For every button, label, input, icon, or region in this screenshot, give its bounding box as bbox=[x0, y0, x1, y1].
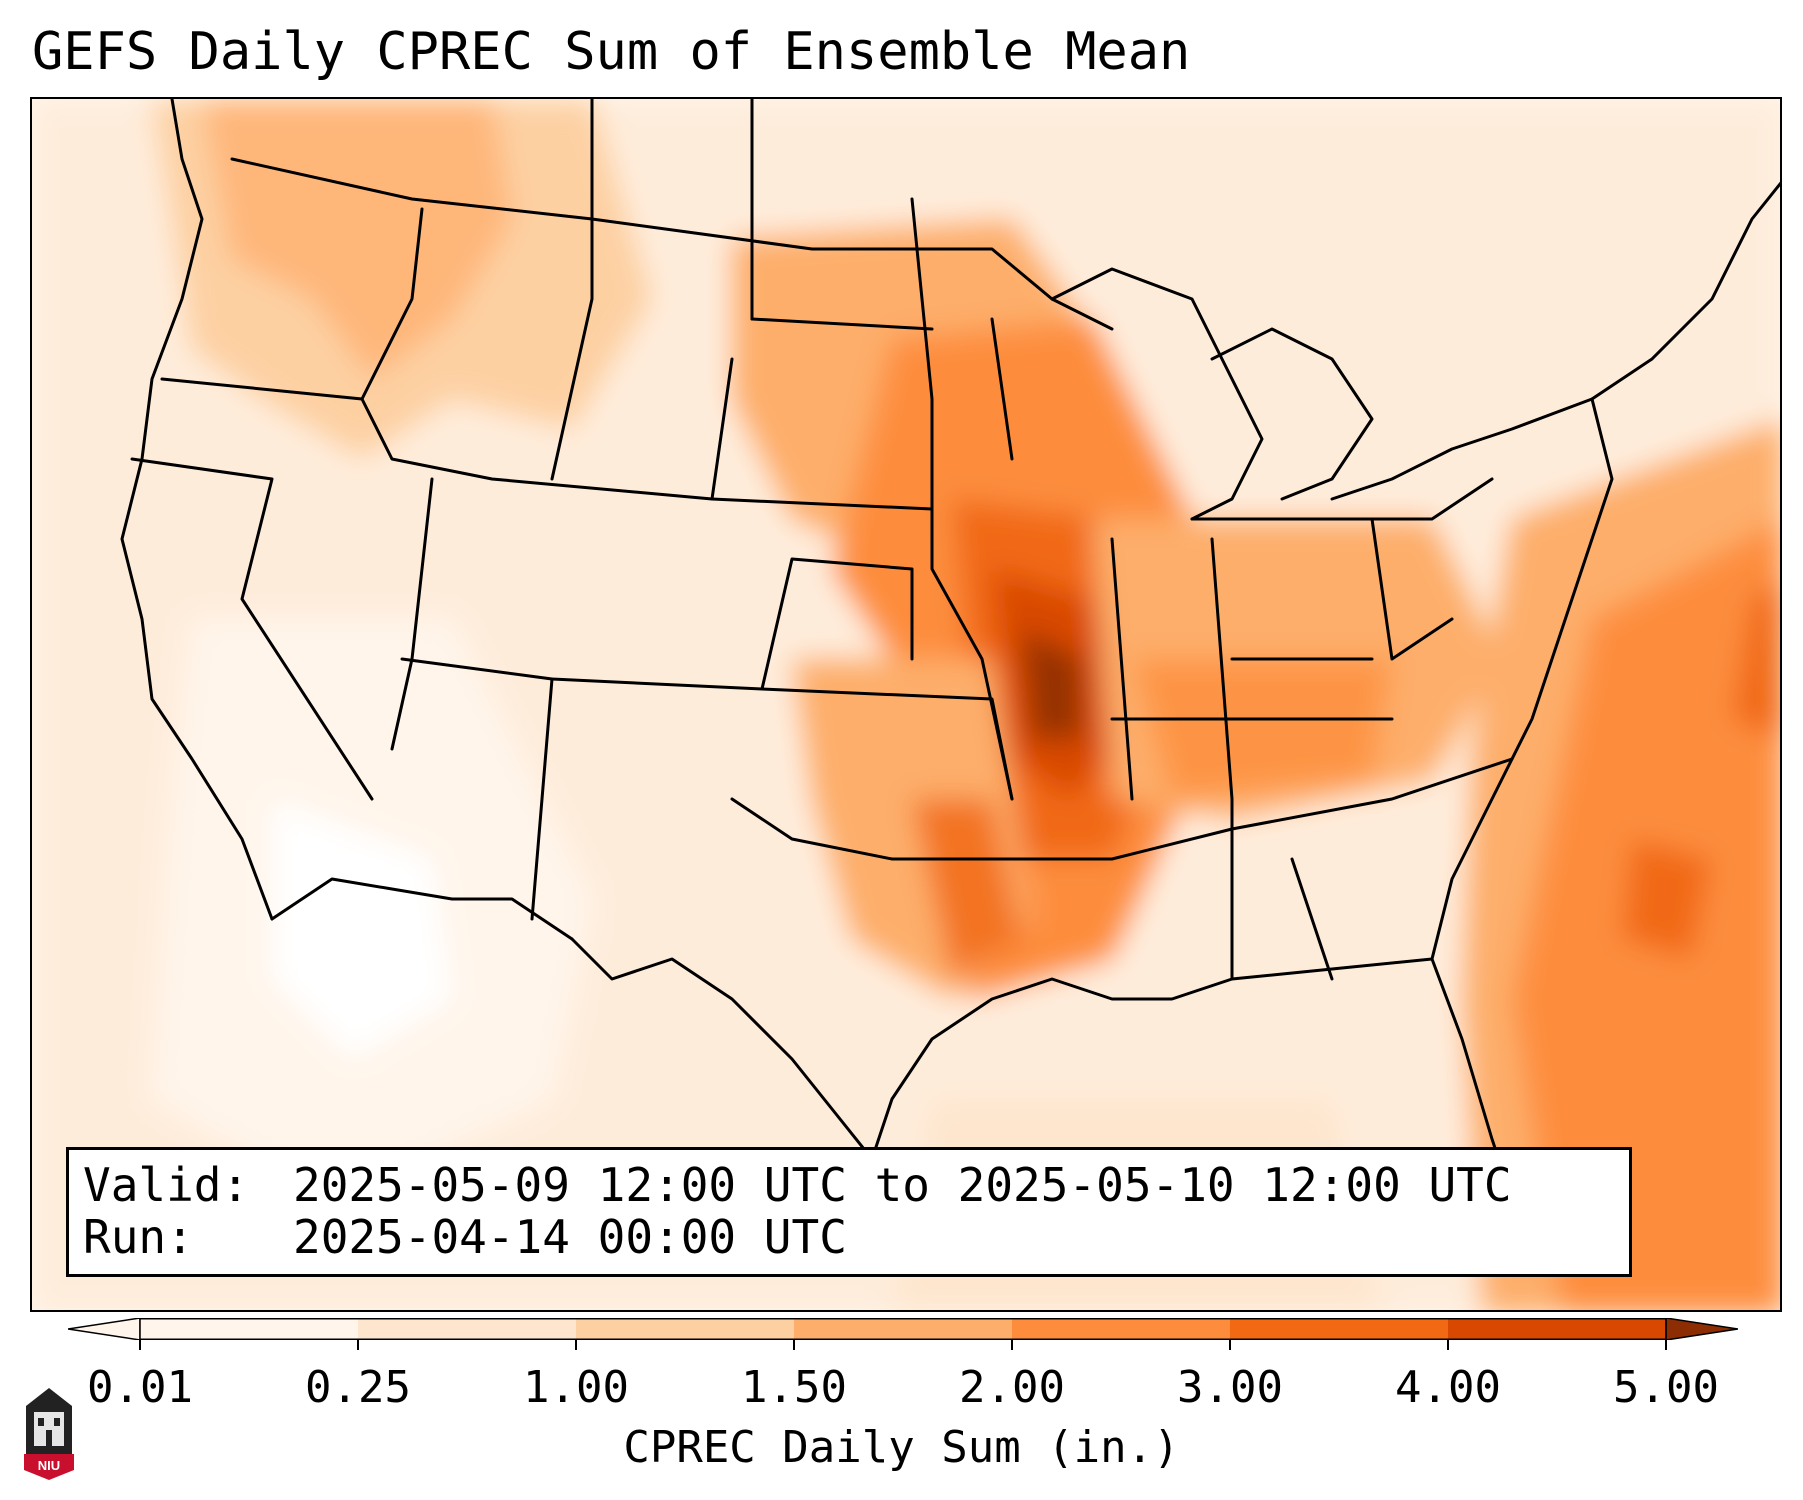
colorbar-tick-label: 5.00 bbox=[1613, 1362, 1719, 1413]
colorbar-segment bbox=[140, 1318, 359, 1340]
run-row: Run: 2025-04-14 00:00 UTC bbox=[83, 1210, 847, 1264]
colorbar-segment bbox=[1012, 1318, 1231, 1340]
valid-value: 2025-05-09 12:00 UTC to 2025-05-10 12:00… bbox=[293, 1158, 1512, 1212]
precipitation-map bbox=[30, 97, 1782, 1312]
colorbar-tick-mark bbox=[1011, 1340, 1013, 1350]
colorbar-extend-low bbox=[68, 1318, 141, 1340]
colorbar-segment bbox=[794, 1318, 1013, 1340]
colorbar-label: CPREC Daily Sum (in.) bbox=[623, 1422, 1180, 1473]
colorbar-segment bbox=[358, 1318, 577, 1340]
colorbar-segment bbox=[1230, 1318, 1449, 1340]
colorbar-border bbox=[139, 1318, 1667, 1340]
colorbar-tick-label: 0.01 bbox=[87, 1362, 193, 1413]
valid-row: Valid: 2025-05-09 12:00 UTC to 2025-05-10… bbox=[83, 1158, 1512, 1212]
run-value: 2025-04-14 00:00 UTC bbox=[293, 1210, 847, 1264]
map-canvas bbox=[32, 99, 1780, 1310]
valid-key: Valid: bbox=[83, 1158, 250, 1212]
colorbar-tick-mark bbox=[357, 1340, 359, 1350]
colorbar-extend-high bbox=[1665, 1318, 1738, 1340]
colorbar bbox=[68, 1318, 1738, 1340]
colorbar-tick-mark bbox=[1665, 1340, 1667, 1350]
colorbar-tick-label: 4.00 bbox=[1395, 1362, 1501, 1413]
precip-field bbox=[32, 99, 1780, 1310]
logo-text: NIU bbox=[38, 1458, 60, 1473]
colorbar-tick-mark bbox=[793, 1340, 795, 1350]
colorbar-tick-label: 0.25 bbox=[305, 1362, 411, 1413]
run-key: Run: bbox=[83, 1210, 194, 1264]
map-title: GEFS Daily CPREC Sum of Ensemble Mean bbox=[32, 22, 1191, 82]
colorbar-tick-label: 1.00 bbox=[523, 1362, 629, 1413]
colorbar-tick-mark bbox=[575, 1340, 577, 1350]
colorbar-tick-label: 2.00 bbox=[959, 1362, 1065, 1413]
colorbar-segment bbox=[1448, 1318, 1667, 1340]
boundaries bbox=[120, 99, 1780, 1201]
colorbar-tick-mark bbox=[1229, 1340, 1231, 1350]
colorbar-tick-label: 1.50 bbox=[741, 1362, 847, 1413]
colorbar-tick-mark bbox=[139, 1340, 141, 1350]
colorbar-tick-mark bbox=[1447, 1340, 1449, 1350]
niu-logo: NIU bbox=[24, 1388, 74, 1480]
info-box: Valid: 2025-05-09 12:00 UTC to 2025-05-10… bbox=[66, 1147, 1632, 1277]
colorbar-segment bbox=[576, 1318, 795, 1340]
colorbar-tick-label: 3.00 bbox=[1177, 1362, 1283, 1413]
